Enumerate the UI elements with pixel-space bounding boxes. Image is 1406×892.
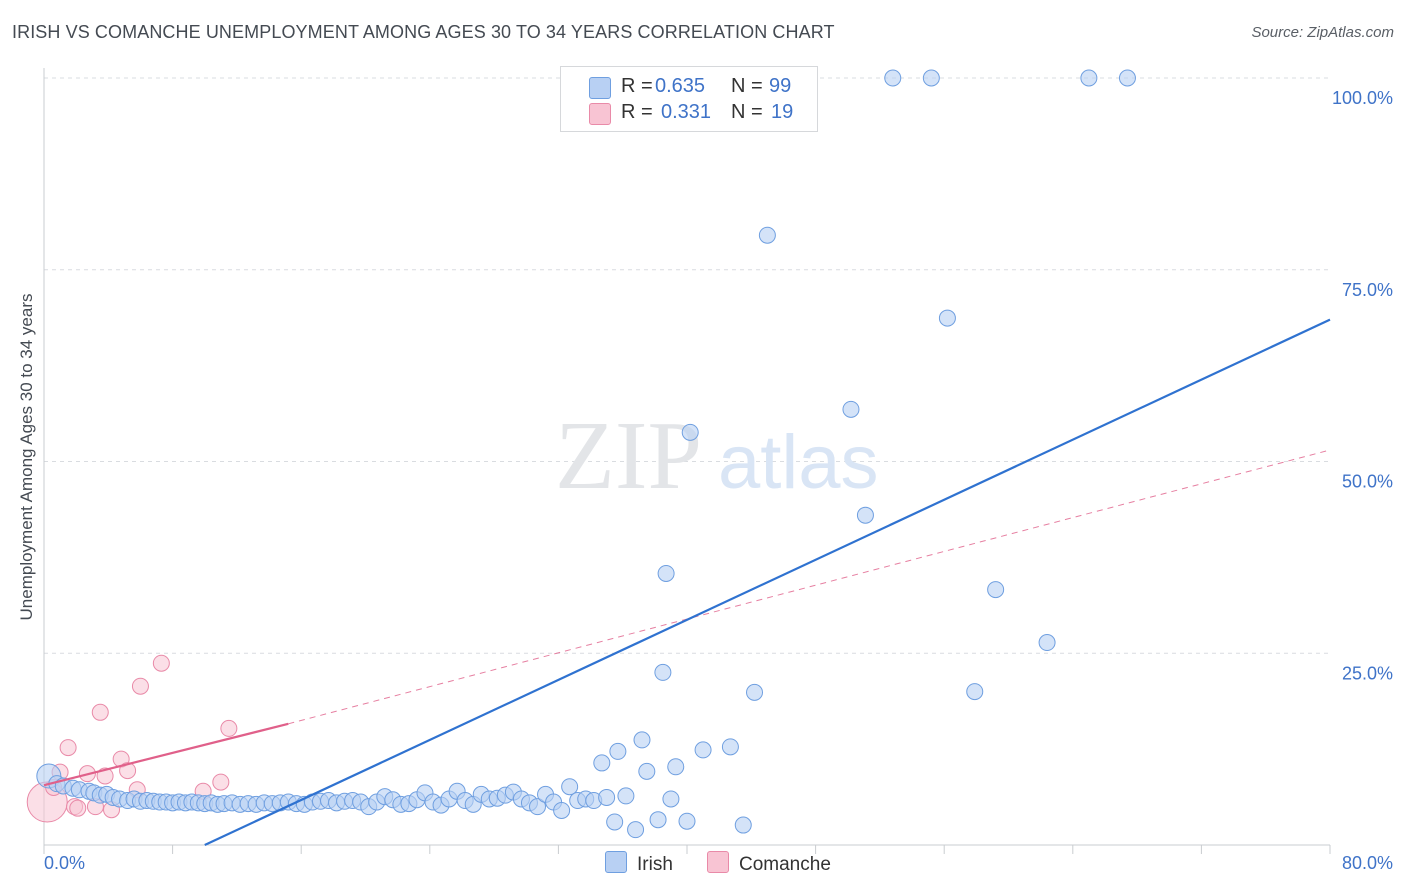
y-tick-label: 100.0%: [1332, 88, 1393, 108]
comanche-trend-line: [43, 722, 289, 787]
irish-legend-swatch: [605, 851, 627, 873]
irish-point: [856, 506, 874, 524]
irish-point: [609, 742, 627, 760]
y-tick-label: 25.0%: [1342, 663, 1393, 683]
irish-trend-line: [204, 318, 1331, 846]
irish-point: [593, 754, 611, 772]
y-tick-label: 75.0%: [1342, 280, 1393, 300]
comanche-point: [212, 773, 230, 791]
y-axis-label: Unemployment Among Ages 30 to 34 years: [17, 293, 36, 621]
irish-point: [561, 778, 579, 796]
x-tick-labels: 0.0% 80.0%: [44, 853, 1393, 873]
irish-point: [553, 801, 571, 819]
legend-r-label: R =: [621, 75, 653, 97]
comanche-n-value: 19: [771, 101, 794, 123]
irish-point: [606, 813, 624, 831]
irish-point: [922, 69, 940, 87]
comanche-legend-label: Comanche: [739, 854, 831, 875]
irish-point: [758, 226, 776, 244]
irish-point: [681, 423, 699, 441]
irish-point: [662, 790, 680, 808]
irish-point: [638, 762, 656, 780]
chart-title: IRISH VS COMANCHE UNEMPLOYMENT AMONG AGE…: [12, 22, 835, 42]
watermark-zip: ZIP: [555, 402, 702, 510]
irish-point: [746, 683, 764, 701]
irish-point: [694, 741, 712, 759]
irish-point: [884, 69, 902, 87]
irish-point: [654, 663, 672, 681]
irish-swatch: [589, 77, 611, 99]
irish-point: [842, 400, 860, 418]
watermark-atlas: atlas: [718, 420, 879, 505]
irish-point: [657, 564, 675, 582]
y-tick-labels: 25.0% 50.0% 75.0% 100.0%: [1332, 88, 1393, 683]
irish-point: [938, 309, 956, 327]
comanche-legend-swatch: [707, 851, 729, 873]
comanche-swatch: [589, 103, 611, 125]
correlation-legend: R = 0.635 N = 99 R = 0.331 N = 19: [560, 66, 818, 132]
y-tick-label: 50.0%: [1342, 472, 1393, 492]
comanche-point: [220, 719, 238, 737]
comanche-point: [69, 799, 87, 817]
irish-legend-label: Irish: [637, 854, 673, 875]
legend-r-label: R =: [621, 101, 653, 123]
x-tick-label: 80.0%: [1342, 853, 1393, 873]
trend-lines: [43, 318, 1331, 846]
irish-point: [966, 683, 984, 701]
comanche-r-value: 0.331: [661, 101, 712, 123]
comanche-point: [91, 703, 109, 721]
comanche-trend-extension: [288, 449, 1331, 725]
legend-item-irish: Irish: [605, 851, 673, 876]
comanche-point: [59, 739, 77, 757]
irish-point: [617, 787, 635, 805]
irish-point: [987, 581, 1005, 599]
comanche-point: [131, 677, 149, 695]
irish-point: [633, 731, 651, 749]
comanche-point: [119, 762, 137, 780]
irish-r-value: 0.635: [655, 75, 706, 97]
legend-n-label: N =: [731, 101, 763, 123]
irish-point: [649, 811, 667, 829]
irish-point: [1038, 634, 1056, 652]
irish-point: [721, 738, 739, 756]
irish-point: [1118, 69, 1136, 87]
irish-point: [678, 812, 696, 830]
irish-point: [1080, 69, 1098, 87]
irish-point: [667, 758, 685, 776]
irish-points: [36, 69, 1136, 839]
irish-point: [598, 788, 616, 806]
x-tick-label: 0.0%: [44, 853, 85, 873]
comanche-point: [152, 654, 170, 672]
legend-item-comanche: Comanche: [707, 851, 831, 876]
legend-n-label: N =: [731, 75, 763, 97]
irish-point: [529, 798, 547, 816]
source-label: Source: ZipAtlas.com: [1251, 24, 1394, 41]
irish-point: [734, 816, 752, 834]
irish-point: [627, 821, 645, 839]
irish-n-value: 99: [769, 75, 792, 97]
zipatlas-watermark: ZIP atlas: [555, 402, 879, 510]
